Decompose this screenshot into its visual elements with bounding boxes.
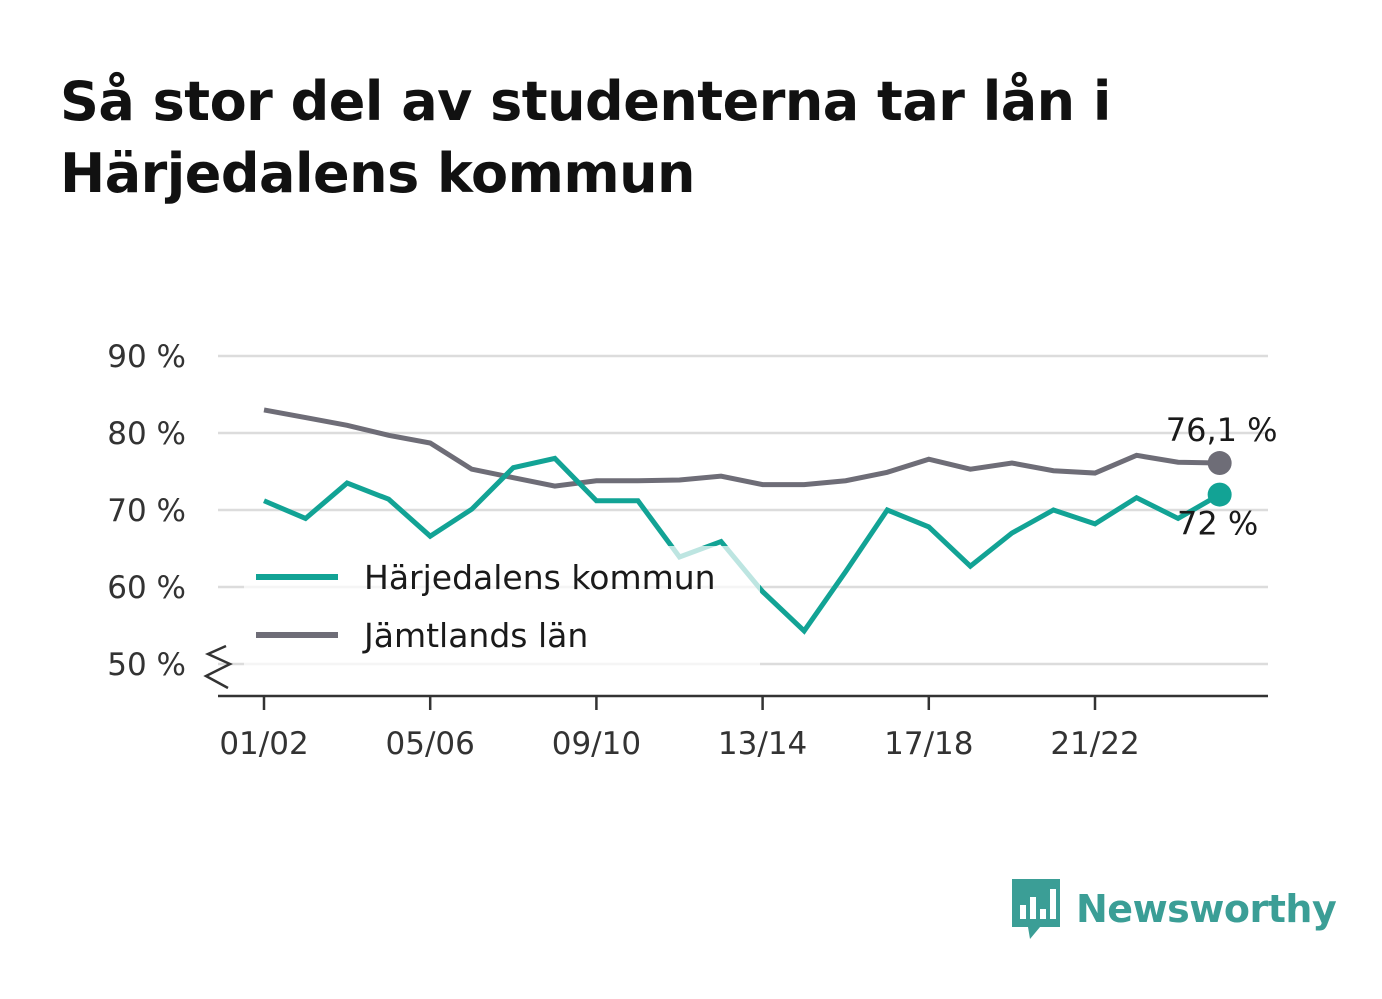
brand-name: Newsworthy [1076,887,1337,931]
end-point-marker [1207,482,1232,507]
y-tick-label: 90 % [107,339,186,375]
x-tick-label: 01/02 [219,726,308,762]
legend-background [244,546,760,666]
legend-label: Härjedalens kommun [364,558,716,597]
y-tick-label: 70 % [107,493,186,529]
end-value-label: 76,1 % [1166,411,1278,449]
x-tick-label: 09/10 [552,726,641,762]
axes [203,644,1268,710]
x-axis-tick-labels: 01/02 05/06 09/10 13/14 17/18 21/22 [219,726,1139,762]
x-tick-label: 13/14 [718,726,807,762]
end-points: 72 % 76,1 % [1166,411,1278,543]
x-tick-label: 17/18 [884,726,973,762]
legend: Härjedalens kommun Jämtlands län [244,546,760,666]
newsworthy-logo-icon [1012,879,1060,939]
y-tick-label: 80 % [107,416,186,452]
end-point-marker [1207,451,1232,476]
y-tick-label: 60 % [107,570,186,606]
legend-label: Jämtlands län [362,616,588,655]
series-line-jamtlands-lan [263,407,1220,489]
end-value-label: 72 % [1177,505,1258,543]
x-tick-label: 21/22 [1050,726,1139,762]
chart-title: Så stor del av studenterna tar lån i Här… [60,70,1111,205]
x-tick-label: 05/06 [386,726,475,762]
brand-logo: Newsworthy [1010,876,1337,942]
y-axis-tick-labels: 50 % 60 % 70 % 80 % 90 % [107,339,186,683]
y-axis-break-mark [203,644,233,690]
y-tick-label: 50 % [107,647,186,683]
